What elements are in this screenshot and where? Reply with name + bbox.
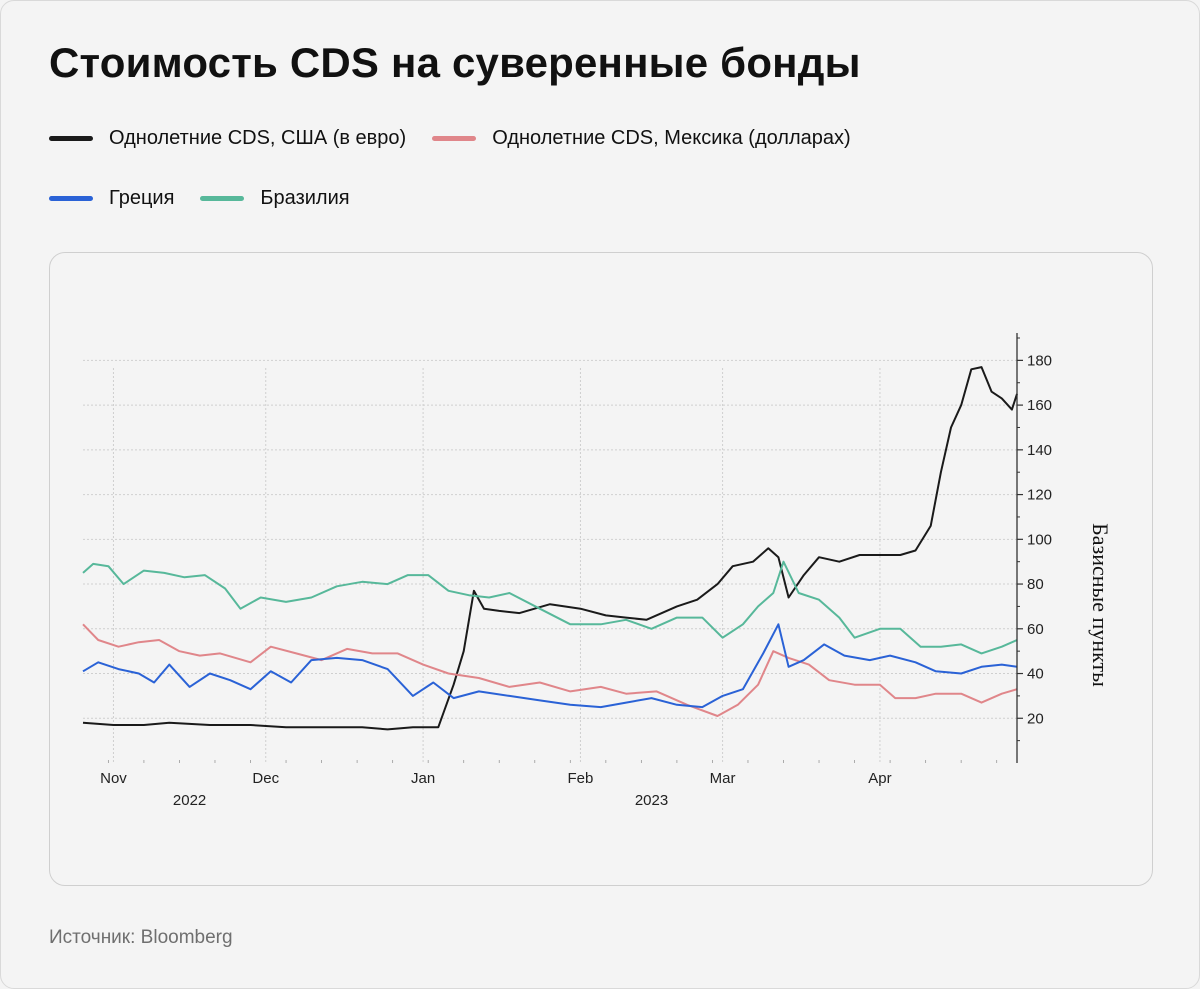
y-tick-label: 80: [1027, 576, 1044, 593]
y-axis-title: Базисные пункты: [1088, 523, 1113, 687]
page-title: Стоимость CDS на суверенные бонды: [49, 39, 861, 86]
legend-row-break: [49, 163, 1149, 173]
legend-item-greece: Греция: [49, 173, 174, 223]
x-tick-label: Jan: [411, 770, 435, 787]
legend-item-brazil: Бразилия: [200, 173, 350, 223]
x-year-label: 2023: [635, 792, 668, 809]
x-tick-label: Mar: [710, 770, 736, 787]
x-tick-label: Feb: [568, 770, 594, 787]
series-layer: [82, 366, 1018, 731]
y-tick-label: 20: [1027, 710, 1044, 727]
series-line-3: [82, 560, 1018, 655]
legend-label-usa: Однолетние CDS, США (в евро): [109, 126, 407, 149]
x-tick-label: Apr: [868, 770, 891, 787]
line-chart: 20 40 60 80 100 120 140 160 180 Nov Dec Jan Feb Mar Ap…: [82, 333, 1113, 809]
legend-item-mexico: Однолетние CDS, Мексика (долларах): [432, 113, 851, 163]
legend-swatch-greece: [49, 195, 93, 201]
series-line-1: [82, 623, 1018, 717]
legend-label-brazil: Бразилия: [260, 186, 350, 209]
chart-container: 20 40 60 80 100 120 140 160 180 Nov Dec Jan Feb Mar Ap…: [49, 252, 1153, 886]
x-year-label: 2022: [173, 792, 206, 809]
legend: Однолетние CDS, США (в евро) Однолетние …: [49, 113, 1149, 223]
source-note: Источник: Bloomberg: [49, 927, 233, 948]
y-tick-label: 140: [1027, 442, 1052, 459]
legend-label-greece: Греция: [109, 186, 175, 209]
series-line-2: [82, 623, 1018, 709]
legend-label-mexico: Однолетние CDS, Мексика (долларах): [492, 126, 851, 149]
axis-layer: 20 40 60 80 100 120 140 160 180 Nov Dec Jan Feb Mar Ap…: [100, 333, 1052, 809]
legend-swatch-usa: [49, 135, 93, 141]
y-tick-label: 180: [1027, 352, 1052, 369]
legend-swatch-mexico: [432, 135, 477, 141]
legend-swatch-brazil: [200, 195, 245, 201]
legend-item-usa: Однолетние CDS, США (в евро): [49, 113, 406, 163]
grid-layer: [83, 359, 1017, 763]
x-tick-label: Nov: [100, 770, 127, 787]
x-tick-label: Dec: [252, 770, 279, 787]
y-tick-label: 60: [1027, 621, 1044, 638]
y-tick-label: 100: [1027, 531, 1052, 548]
y-tick-label: 160: [1027, 397, 1052, 414]
y-tick-label: 40: [1027, 666, 1044, 683]
series-line-0: [82, 366, 1018, 731]
y-tick-label: 120: [1027, 487, 1052, 504]
